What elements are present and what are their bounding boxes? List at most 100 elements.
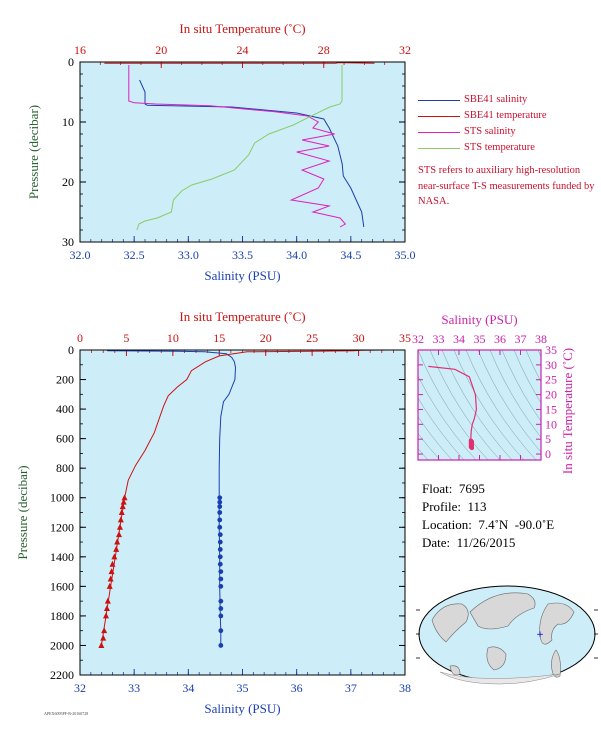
ts-x-tick-label: 34 xyxy=(453,332,465,346)
temperature-point xyxy=(114,538,121,545)
y-tick-label: 400 xyxy=(56,402,74,416)
top-frame xyxy=(79,61,406,243)
salinity-point xyxy=(217,517,223,523)
ts-point xyxy=(469,445,475,451)
salinity-point xyxy=(218,569,224,574)
footer-code: APEX6095PF-B-20160728 xyxy=(44,711,89,716)
x-tick-label: 38 xyxy=(399,681,411,695)
temperature-point xyxy=(113,545,120,552)
x-tick-label: 34.0 xyxy=(286,248,307,262)
main-x-axis-label: Salinity (PSU) xyxy=(204,701,280,716)
temperature-point xyxy=(116,523,123,530)
y-tick-label: 0 xyxy=(68,343,74,357)
ts-contour xyxy=(550,350,601,460)
salinity-point xyxy=(217,547,223,552)
y-tick-label: 2200 xyxy=(50,668,74,682)
ts-contour xyxy=(441,350,513,460)
legend-item: STS temperature xyxy=(418,140,598,156)
main-frame xyxy=(79,349,406,676)
ts-contour xyxy=(574,350,601,460)
ts-y-tick-label: 25 xyxy=(545,373,557,387)
temperature-point xyxy=(100,634,107,641)
top-x2-axis-label: In situ Temperature (˚C) xyxy=(179,21,305,36)
sts-note: STS refers to auxiliary high-resolution … xyxy=(418,165,595,207)
x2-tick-label: 25 xyxy=(306,331,318,345)
temperature-point xyxy=(119,503,126,510)
x-tick-label: 34 xyxy=(182,681,194,695)
legend-item: STS salinity xyxy=(418,124,598,140)
world-map-land xyxy=(431,603,469,643)
salinity-point xyxy=(217,504,223,509)
top-y-axis-label: Pressure (decibar) xyxy=(26,105,41,199)
legend-item: SBE41 temperature xyxy=(418,108,598,124)
x-tick-label: 32.5 xyxy=(124,248,145,262)
location: Location: 7.4˚N -90.0˚E xyxy=(422,517,555,532)
float-info: Float: 7695 Profile: 113 Location: 7.4˚N… xyxy=(422,480,554,552)
x2-tick-label: 5 xyxy=(123,331,129,345)
ts-contour xyxy=(489,350,541,438)
ts-contour xyxy=(418,433,441,460)
ts-x-tick-label: 32 xyxy=(412,332,424,346)
world-map-land xyxy=(439,671,561,685)
legend-label: SBE41 temperature xyxy=(464,110,547,121)
ts-contour xyxy=(453,350,525,460)
legend-label: STS temperature xyxy=(464,142,535,153)
temperature-point xyxy=(103,605,110,612)
salinity-point xyxy=(217,554,223,560)
x2-tick-label: 0 xyxy=(77,331,83,345)
salinity-point xyxy=(217,495,223,501)
x2-tick-label: 20 xyxy=(155,43,167,57)
ts-y-tick-label: 5 xyxy=(545,432,551,446)
ts-y-tick-label: 0 xyxy=(545,447,551,461)
salinity-point xyxy=(217,510,223,515)
x2-tick-label: 24 xyxy=(237,43,249,57)
temperature-point xyxy=(116,531,122,538)
salinity-point xyxy=(217,524,223,530)
salinity-point xyxy=(217,532,223,538)
x-tick-label: 34.5 xyxy=(340,248,361,262)
ts-contour xyxy=(501,350,541,422)
y-tick-label: 600 xyxy=(56,432,74,446)
world-map-land xyxy=(551,649,561,678)
x-tick-label: 37 xyxy=(345,681,357,695)
ts-x-tick-label: 36 xyxy=(494,332,506,346)
ts-contour xyxy=(465,350,537,460)
profile-number: Profile: 113 xyxy=(422,499,487,514)
ts-y-axis-label: In situ Temperature (˚C) xyxy=(560,348,575,474)
salinity-point xyxy=(218,576,224,582)
y-tick-label: 1000 xyxy=(50,491,74,505)
top-series-sts-temperature xyxy=(136,65,343,231)
y-tick-label: 0 xyxy=(68,55,74,69)
y-tick-label: 30 xyxy=(62,235,74,249)
salinity-point xyxy=(218,613,224,619)
y-tick-label: 200 xyxy=(56,373,74,387)
ts-y-tick-label: 15 xyxy=(545,402,557,416)
x-tick-label: 32.0 xyxy=(70,248,91,262)
date: Date: 11/26/2015 xyxy=(422,535,516,550)
y-tick-label: 2000 xyxy=(50,638,74,652)
ts-x-tick-label: 33 xyxy=(433,332,445,346)
temperature-point xyxy=(117,516,124,523)
x-tick-label: 33.5 xyxy=(232,248,253,262)
y-tick-label: 800 xyxy=(56,461,74,475)
temperature-point xyxy=(104,597,111,604)
x2-tick-label: 20 xyxy=(260,331,272,345)
x2-tick-label: 35 xyxy=(399,331,411,345)
x2-tick-label: 30 xyxy=(353,331,365,345)
temperature-point xyxy=(109,560,116,567)
world-map-land xyxy=(486,646,507,671)
salinity-point xyxy=(218,598,224,604)
main-x2-axis-label: In situ Temperature (˚C) xyxy=(179,309,305,324)
salinity-point xyxy=(217,561,223,567)
x2-tick-label: 32 xyxy=(399,43,411,57)
legend: SBE41 salinity SBE41 temperature STS sal… xyxy=(418,92,598,156)
x-tick-label: 35.0 xyxy=(395,248,416,262)
temperature-point xyxy=(111,553,118,560)
salinity-point xyxy=(217,499,223,505)
temperature-point xyxy=(118,509,125,515)
y-tick-label: 1800 xyxy=(50,609,74,623)
ts-series-line xyxy=(428,365,478,447)
y-tick-label: 1400 xyxy=(50,550,74,564)
top-series-sts-salinity xyxy=(128,65,347,228)
